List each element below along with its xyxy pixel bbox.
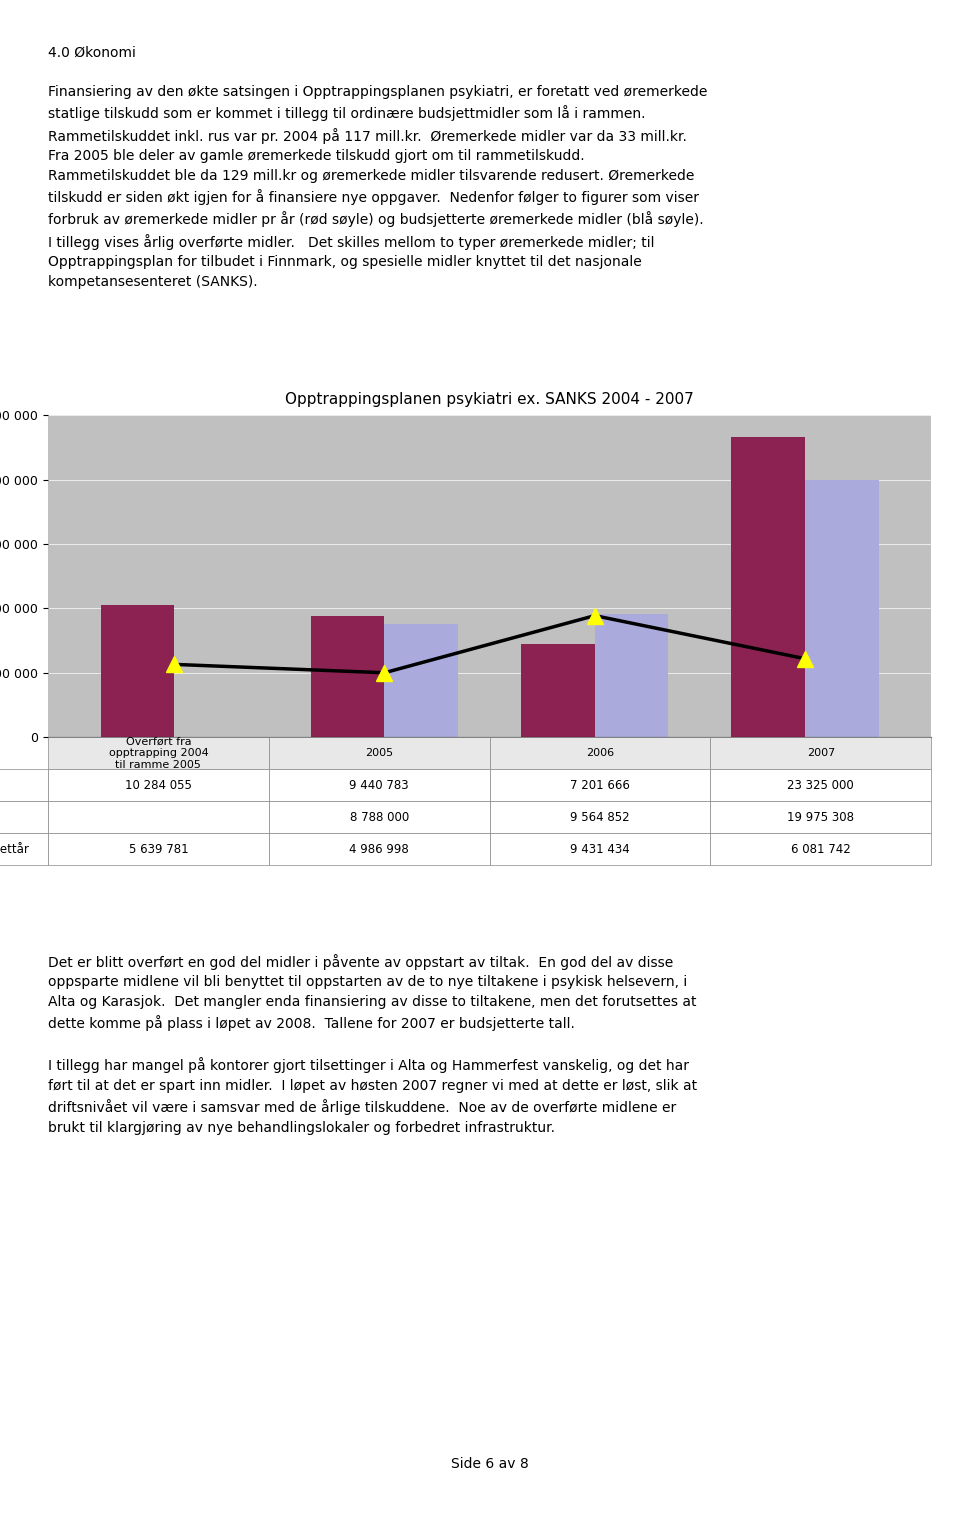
Text: Side 6 av 8: Side 6 av 8: [451, 1458, 528, 1471]
Title: Opptrappingsplanen psykiatri ex. SANKS 2004 - 2007: Opptrappingsplanen psykiatri ex. SANKS 2…: [285, 393, 694, 407]
Text: 4.0 Økonomi

Finansiering av den økte satsingen i Opptrappingsplanen psykiatri, : 4.0 Økonomi Finansiering av den økte sat…: [48, 46, 708, 289]
Sum overførtført neste budsjettår: [589, 606, 601, 624]
Bar: [521, 644, 595, 737]
Bar: [311, 615, 384, 737]
Bar: [595, 614, 668, 737]
Text: Det er blitt overført en god del midler i påvente av oppstart av tiltak.  En god: Det er blitt overført en god del midler …: [48, 953, 697, 1135]
Bar: [101, 605, 174, 737]
Sum overførtført neste budsjettår: [800, 649, 811, 667]
Bar: [805, 480, 878, 737]
Bar: [732, 437, 805, 737]
Sum overførtført neste budsjettår: [378, 664, 390, 682]
Bar: [384, 624, 458, 737]
Sum overførtført neste budsjettår: [168, 655, 180, 673]
Line: Sum overførtført neste budsjettår: Sum overførtført neste budsjettår: [166, 608, 813, 681]
